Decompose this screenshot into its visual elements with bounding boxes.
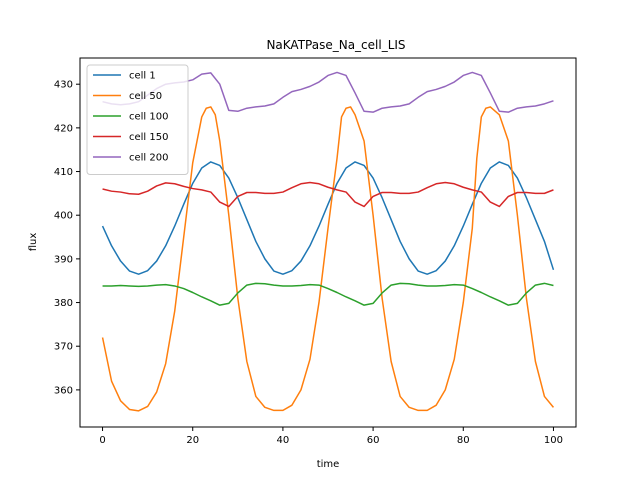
y-tick-label: 430	[54, 80, 73, 91]
series-layer	[101, 71, 555, 412]
legend-entry-label: cell 1	[129, 71, 156, 82]
series-line-cell-1	[101, 161, 555, 275]
y-tick-label: 400	[54, 211, 73, 222]
y-axis-label: flux	[28, 233, 39, 252]
x-axis: 0 20 40 60 80 100	[99, 427, 563, 446]
chart-title: NaKATPase_Na_cell_LIS	[266, 38, 405, 52]
x-tick-label: 60	[367, 435, 380, 446]
series-line-cell-50	[101, 106, 555, 412]
x-tick-label: 0	[99, 435, 105, 446]
legend-entry-label: cell 200	[129, 153, 168, 164]
legend-entry-label: cell 50	[129, 91, 162, 102]
y-tick-label: 370	[54, 342, 73, 353]
y-tick-label: 390	[54, 254, 73, 265]
x-tick-label: 100	[544, 435, 563, 446]
x-tick-label: 40	[277, 435, 290, 446]
legend-box	[86, 64, 189, 175]
series-line-cell-100	[102, 282, 554, 306]
y-tick-label: 410	[54, 167, 73, 178]
y-axis: 360 370 380 390 400 410 420 430	[54, 80, 80, 396]
y-tick-label: 380	[54, 298, 73, 309]
series-line-cell-150	[102, 181, 554, 208]
plot-frame	[79, 57, 577, 428]
x-tick-label: 20	[186, 435, 199, 446]
y-tick-label: 420	[54, 123, 73, 134]
x-axis-label: time	[317, 459, 340, 470]
legend: cell 1 cell 50 cell 100 cell 150 cell 200	[86, 64, 189, 175]
legend-entry-label: cell 150	[129, 132, 168, 143]
y-tick-label: 360	[54, 385, 73, 396]
x-tick-label: 80	[457, 435, 470, 446]
legend-entry-label: cell 100	[129, 112, 168, 123]
plot-area	[79, 57, 577, 428]
